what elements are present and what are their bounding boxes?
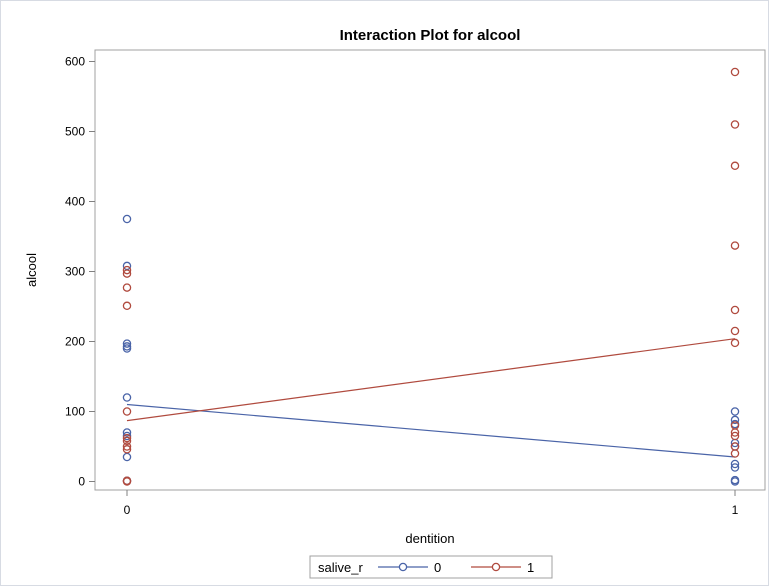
data-point: [122, 269, 132, 278]
data-point: [122, 283, 132, 292]
data-point: [730, 338, 740, 348]
data-point: [730, 431, 740, 441]
data-point: [122, 265, 132, 275]
data-point: [122, 407, 132, 416]
data-point: [122, 433, 132, 443]
data-point: [730, 463, 740, 472]
y-tick-label: 500: [65, 125, 85, 139]
data-point: [122, 442, 132, 451]
series-0: [122, 214, 740, 486]
data-point: [730, 428, 740, 437]
plot-area: [94, 49, 766, 491]
data-point: [730, 120, 740, 129]
y-tick-label: 300: [65, 265, 85, 279]
chart-title: Interaction Plot for alcool: [340, 27, 521, 44]
x-tick-label: 1: [732, 503, 739, 517]
y-tick-label: 400: [65, 195, 85, 209]
data-point: [122, 436, 132, 446]
legend-item-0: 0: [378, 560, 441, 575]
data-point: [730, 241, 740, 250]
data-point: [122, 445, 132, 454]
data-point: [730, 67, 740, 77]
data-point: [730, 407, 740, 416]
data-point: [122, 339, 132, 348]
series-1: [122, 67, 740, 486]
series-line: [126, 403, 736, 458]
series-line: [126, 338, 736, 422]
plot-series: [122, 67, 740, 486]
legend-marker: [398, 562, 408, 572]
data-point: [730, 449, 740, 458]
y-axis-label: alcool: [24, 253, 39, 287]
data-point: [122, 393, 132, 402]
y-tick-label: 200: [65, 335, 85, 349]
y-tick-label: 0: [78, 475, 85, 489]
data-point: [122, 301, 132, 311]
legend-label: 1: [527, 560, 534, 575]
data-point: [122, 428, 132, 437]
legend-title: salive_r: [318, 560, 363, 575]
y-axis: 0 100 200 300 400 500 600: [65, 55, 95, 489]
data-point: [730, 305, 740, 315]
data-point: [730, 459, 740, 469]
y-tick-label: 100: [65, 405, 85, 419]
data-point: [730, 326, 740, 336]
legend-item-1: 1: [471, 560, 534, 575]
data-point: [730, 415, 740, 425]
x-axis-label: dentition: [405, 531, 454, 546]
legend-marker: [491, 562, 501, 572]
data-point: [730, 161, 740, 171]
y-tick-label: 600: [65, 55, 85, 69]
data-point: [730, 477, 740, 486]
data-point: [122, 214, 132, 224]
legend-label: 0: [434, 560, 441, 575]
data-point: [122, 477, 132, 486]
x-tick-label: 0: [124, 503, 131, 517]
data-point: [122, 344, 132, 353]
legend-box: [309, 555, 553, 579]
